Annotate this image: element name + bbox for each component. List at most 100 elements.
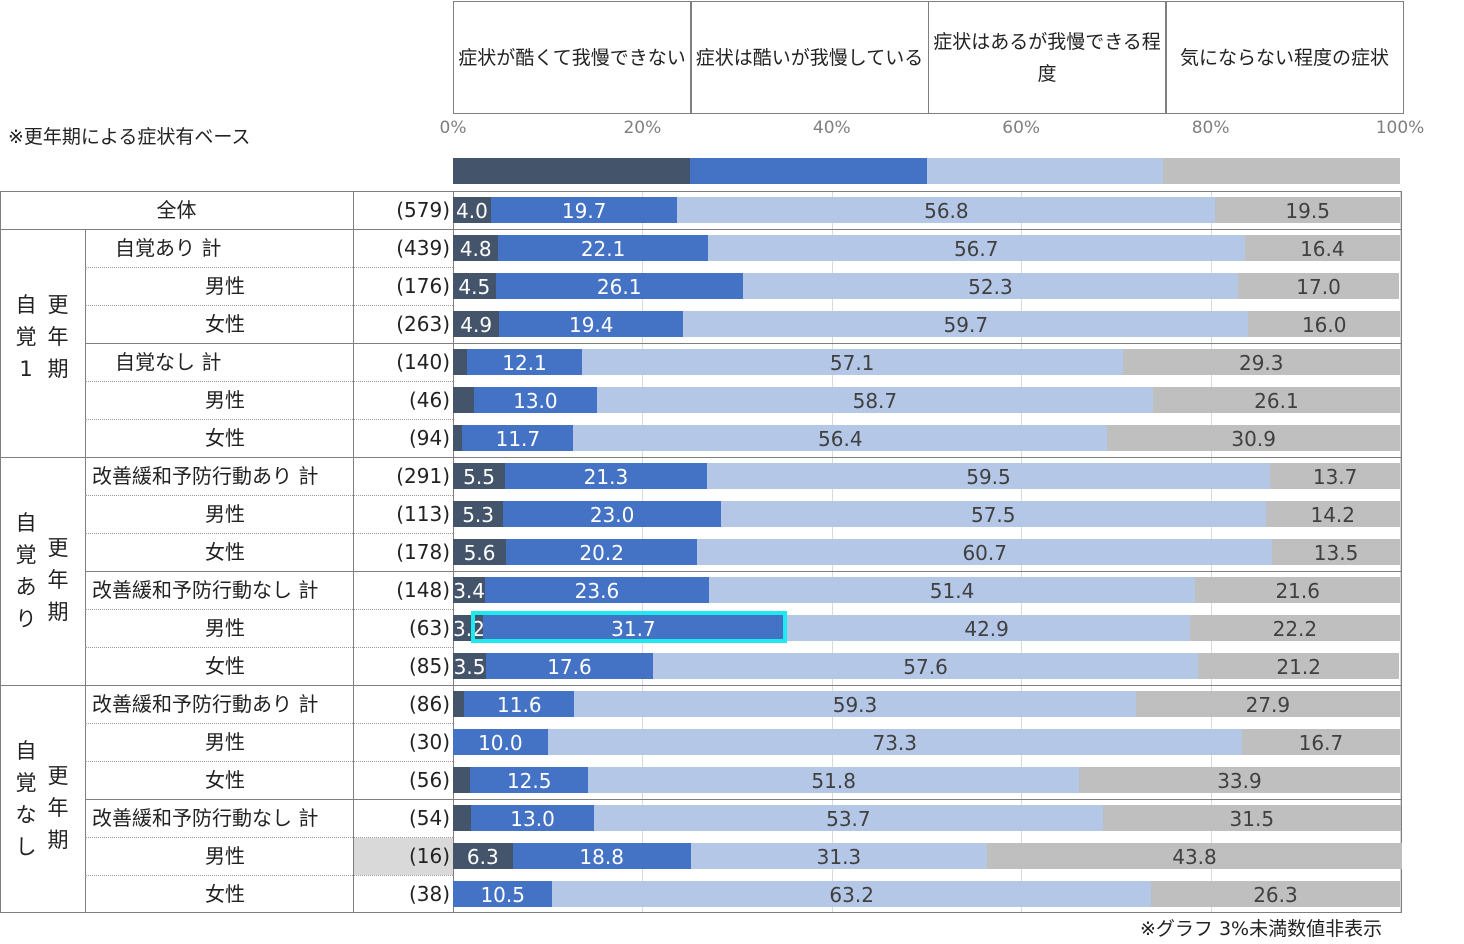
data-label: 58.7 xyxy=(852,389,898,413)
table-border xyxy=(0,191,1402,913)
legend-bar-3 xyxy=(1163,158,1400,184)
data-label: 11.6 xyxy=(497,693,542,717)
row-label: 男性 xyxy=(205,616,245,640)
data-label: 21.6 xyxy=(1275,579,1320,603)
bar-segment xyxy=(505,463,707,489)
row-label: 女性 xyxy=(205,426,245,450)
group-label-col2: 更年期 xyxy=(47,293,69,381)
bar-segment xyxy=(1122,349,1400,375)
data-label: 12.1 xyxy=(502,351,547,375)
bar-segment xyxy=(453,653,487,679)
data-label: 26.3 xyxy=(1253,883,1298,907)
bar-segment xyxy=(503,501,721,527)
row-n: (579) xyxy=(396,198,450,222)
data-label: 6.3 xyxy=(466,845,499,869)
data-label: 31.5 xyxy=(1229,807,1275,831)
bar-segment xyxy=(1195,577,1400,603)
bar-segment xyxy=(652,653,1199,679)
row-n: (439) xyxy=(396,236,450,260)
bar-segment xyxy=(594,805,1103,831)
data-label: 4.9 xyxy=(460,313,493,337)
bar-segment xyxy=(581,349,1123,375)
bar-segment xyxy=(453,843,513,869)
bar-segment xyxy=(453,881,553,907)
group-label-col1: 自覚なし xyxy=(15,739,37,859)
row-n: (54) xyxy=(408,806,450,830)
data-label: 56.8 xyxy=(924,199,969,223)
data-label: 5.6 xyxy=(463,541,496,565)
legend-bar-0 xyxy=(453,158,690,184)
bar-segment xyxy=(1152,387,1400,413)
row-n: (148) xyxy=(396,578,450,602)
bar-segment xyxy=(596,387,1153,413)
x-tick: 20% xyxy=(623,118,662,138)
bar-segment xyxy=(708,577,1196,603)
data-label: 5.3 xyxy=(462,503,494,527)
row-separator xyxy=(85,305,453,306)
group-label-col2: 更年期 xyxy=(47,536,69,624)
bar-segment xyxy=(483,615,784,641)
data-label: 42.9 xyxy=(964,617,1009,641)
bar-segment xyxy=(453,463,506,489)
row-label: 女性 xyxy=(205,312,245,336)
data-label: 18.8 xyxy=(579,845,624,869)
data-label: 29.3 xyxy=(1238,351,1284,375)
row-separator xyxy=(85,533,453,534)
x-tick: 100% xyxy=(1375,118,1425,138)
row-label: 改善緩和予防行動あり 計 xyxy=(92,464,319,488)
bar-segment xyxy=(486,653,653,679)
data-label: 13.5 xyxy=(1313,541,1359,565)
row-separator xyxy=(85,761,453,762)
data-label: 60.7 xyxy=(962,541,1007,565)
x-tick: 40% xyxy=(812,118,851,138)
bar-segment xyxy=(1107,425,1400,451)
data-label: 52.3 xyxy=(968,275,1013,299)
data-label: 16.0 xyxy=(1301,313,1347,337)
data-label: 59.7 xyxy=(943,313,989,337)
bar-segment xyxy=(1272,539,1400,565)
bar-segment xyxy=(490,197,678,223)
data-label: 16.7 xyxy=(1298,731,1344,755)
bar-segment xyxy=(1189,615,1400,641)
footnote: ※グラフ 3%未満数値非表示 xyxy=(1140,918,1383,940)
row-separator xyxy=(85,875,453,876)
data-label: 59.5 xyxy=(966,465,1011,489)
bar-segment xyxy=(453,805,471,831)
data-label: 21.3 xyxy=(583,465,629,489)
bar-segment xyxy=(453,577,486,603)
bar-segment xyxy=(453,197,491,223)
row-n: (291) xyxy=(396,464,450,488)
data-label: 16.4 xyxy=(1300,237,1345,261)
row-n: (263) xyxy=(396,312,450,336)
bar-segment xyxy=(1238,273,1400,299)
bar-segment xyxy=(742,273,1239,299)
bar-segment xyxy=(453,615,484,641)
bar-segment xyxy=(1102,805,1401,831)
row-separator xyxy=(85,495,453,496)
data-label: 4.0 xyxy=(456,199,488,223)
group-divider xyxy=(0,229,1402,230)
data-label: 19.4 xyxy=(568,313,614,337)
data-label: 17.6 xyxy=(547,655,592,679)
data-label: 22.2 xyxy=(1272,617,1318,641)
bar-segment xyxy=(498,235,708,261)
data-label: 56.4 xyxy=(818,427,863,451)
bar-segment xyxy=(512,843,691,869)
row-label: 自覚なし 計 xyxy=(115,350,222,374)
bar-segment xyxy=(683,311,1249,337)
row-label: 女性 xyxy=(205,540,245,564)
group-label-col1: 自覚1 xyxy=(15,293,37,381)
bar-segment xyxy=(453,691,465,717)
bar-segment xyxy=(467,349,582,375)
bar-segment xyxy=(690,843,988,869)
bar-segment xyxy=(453,501,504,527)
group-divider xyxy=(0,457,1402,458)
row-n: (140) xyxy=(396,350,450,374)
bar-segment xyxy=(453,349,468,375)
data-label: 51.8 xyxy=(811,769,856,793)
bar-segment xyxy=(588,767,1079,793)
row-label: 男性 xyxy=(205,388,245,412)
data-label: 31.7 xyxy=(611,617,656,641)
data-label: 33.9 xyxy=(1217,769,1262,793)
bar-segment xyxy=(453,387,474,413)
